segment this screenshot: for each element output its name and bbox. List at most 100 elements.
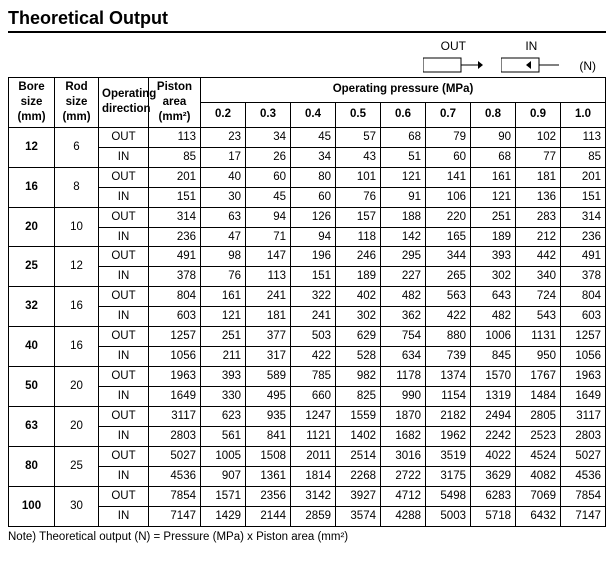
cell-direction: IN (99, 227, 149, 247)
table-body: 126OUT11323344557687990102113IN851726344… (9, 127, 606, 526)
table-row: 8025OUT502710051508201125143016351940224… (9, 446, 606, 466)
cell-value: 94 (291, 227, 336, 247)
cell-value: 34 (246, 127, 291, 147)
unit-label: (N) (579, 59, 596, 75)
cell-value: 1374 (426, 367, 471, 387)
cell-value: 1257 (561, 327, 606, 347)
cell-value: 845 (471, 347, 516, 367)
cell-value: 98 (201, 247, 246, 267)
cell-value: 1006 (471, 327, 516, 347)
cell-value: 589 (246, 367, 291, 387)
header-pressure: 0.2 (201, 102, 246, 127)
cell-value: 2182 (426, 406, 471, 426)
cell-area: 236 (149, 227, 201, 247)
cell-value: 5718 (471, 506, 516, 526)
cell-bore: 50 (9, 367, 55, 407)
cell-value: 2722 (381, 466, 426, 486)
cell-value: 246 (336, 247, 381, 267)
cell-value: 1056 (561, 347, 606, 367)
cell-value: 1571 (201, 486, 246, 506)
cell-direction: IN (99, 307, 149, 327)
cell-value: 1247 (291, 406, 336, 426)
cell-value: 161 (471, 167, 516, 187)
cell-value: 623 (201, 406, 246, 426)
cell-value: 482 (381, 287, 426, 307)
cell-value: 3574 (336, 506, 381, 526)
cell-value: 1508 (246, 446, 291, 466)
cell-direction: OUT (99, 446, 149, 466)
cell-value: 6283 (471, 486, 516, 506)
header-pressure: 1.0 (561, 102, 606, 127)
out-label: OUT (441, 39, 466, 53)
cell-value: 4524 (516, 446, 561, 466)
cell-value: 4712 (381, 486, 426, 506)
cell-value: 136 (516, 187, 561, 207)
cell-value: 2011 (291, 446, 336, 466)
cell-bore: 32 (9, 287, 55, 327)
cell-value: 422 (426, 307, 471, 327)
cell-value: 212 (516, 227, 561, 247)
cell-value: 85 (561, 147, 606, 167)
cell-bore: 100 (9, 486, 55, 526)
cell-rod: 30 (55, 486, 99, 526)
cell-value: 378 (561, 267, 606, 287)
table-row: IN28035618411121140216821962224225232803 (9, 426, 606, 446)
cell-value: 4022 (471, 446, 516, 466)
cell-value: 841 (246, 426, 291, 446)
cell-direction: OUT (99, 367, 149, 387)
cell-value: 76 (201, 267, 246, 287)
cell-value: 1121 (291, 426, 336, 446)
table-row: 168OUT201406080101121141161181201 (9, 167, 606, 187)
output-table: Bore size(mm)Rod size(mm)Operatingdirect… (8, 77, 606, 527)
cell-value: 121 (471, 187, 516, 207)
cell-value: 2268 (336, 466, 381, 486)
cell-value: 990 (381, 387, 426, 407)
cell-value: 3016 (381, 446, 426, 466)
cell-area: 7854 (149, 486, 201, 506)
cell-value: 393 (471, 247, 516, 267)
cell-value: 5027 (561, 446, 606, 466)
header-pressure: 0.6 (381, 102, 426, 127)
cell-area: 4536 (149, 466, 201, 486)
cell-value: 47 (201, 227, 246, 247)
cell-value: 77 (516, 147, 561, 167)
cell-direction: OUT (99, 287, 149, 307)
cell-value: 102 (516, 127, 561, 147)
cell-value: 90 (471, 127, 516, 147)
table-row: IN10562113174225286347398459501056 (9, 347, 606, 367)
cell-value: 23 (201, 127, 246, 147)
cell-value: 189 (336, 267, 381, 287)
cell-area: 378 (149, 267, 201, 287)
cell-value: 340 (516, 267, 561, 287)
cell-value: 91 (381, 187, 426, 207)
cell-rod: 8 (55, 167, 99, 207)
table-row: IN16493304956608259901154131914841649 (9, 387, 606, 407)
cell-value: 1767 (516, 367, 561, 387)
cell-value: 60 (291, 187, 336, 207)
cell-value: 126 (291, 207, 336, 227)
cell-value: 1402 (336, 426, 381, 446)
cell-value: 165 (426, 227, 471, 247)
cell-value: 227 (381, 267, 426, 287)
cell-value: 211 (201, 347, 246, 367)
cell-value: 1154 (426, 387, 471, 407)
cell-value: 220 (426, 207, 471, 227)
cell-value: 950 (516, 347, 561, 367)
cell-direction: OUT (99, 127, 149, 147)
cell-direction: IN (99, 506, 149, 526)
cell-direction: IN (99, 387, 149, 407)
cell-value: 495 (246, 387, 291, 407)
cell-rod: 16 (55, 327, 99, 367)
cell-value: 26 (246, 147, 291, 167)
cell-value: 57 (336, 127, 381, 147)
cell-direction: IN (99, 347, 149, 367)
cell-direction: IN (99, 426, 149, 446)
cell-value: 40 (201, 167, 246, 187)
cell-value: 251 (471, 207, 516, 227)
cell-value: 189 (471, 227, 516, 247)
table-row: 5020OUT196339358978598211781374157017671… (9, 367, 606, 387)
cell-value: 393 (201, 367, 246, 387)
cell-value: 30 (201, 187, 246, 207)
cell-value: 4536 (561, 466, 606, 486)
table-row: IN85172634435160687785 (9, 147, 606, 167)
